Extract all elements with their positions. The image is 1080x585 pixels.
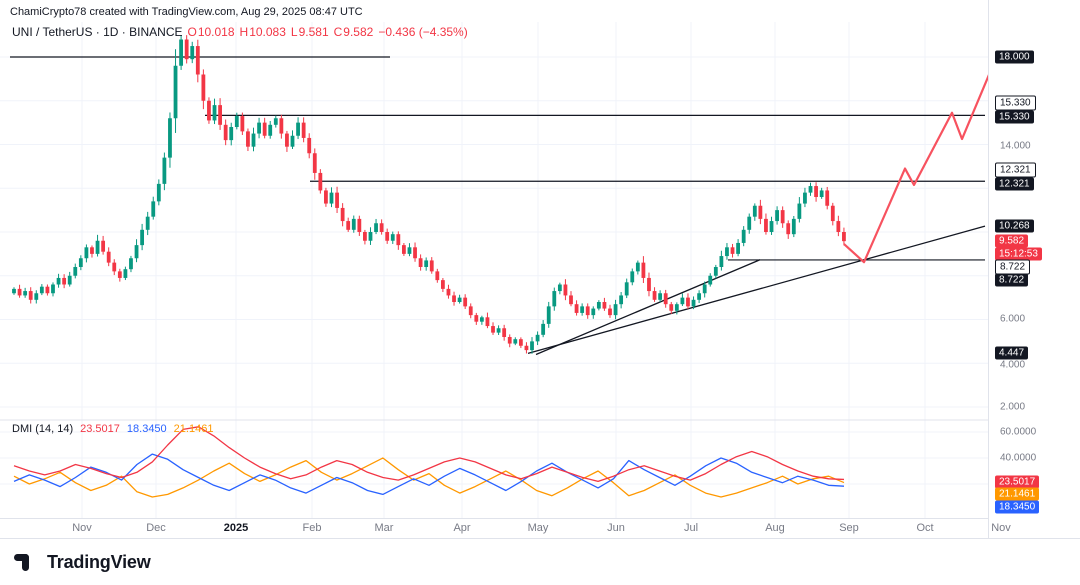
tradingview-logo-icon[interactable] <box>12 548 40 576</box>
chart-canvas[interactable] <box>0 0 1080 538</box>
ohlc-close-value: 9.582 <box>343 25 374 39</box>
axis-time-label: May <box>527 522 549 534</box>
axis-time-label: Aug <box>765 522 785 534</box>
axis-price-label: 8.722 <box>995 259 1031 275</box>
axis-time-label: Dec <box>146 522 166 534</box>
axis-price-label: 10.268 <box>995 219 1034 233</box>
price-axis[interactable]: 18.000 15.330 15.330 14.000 12.321 12.321 10.2… <box>988 0 1080 538</box>
axis-time-label: 2025 <box>223 522 249 534</box>
dmi-series <box>13 426 845 498</box>
axis-time-label: Nov <box>991 522 1011 534</box>
axis-price-label: 2.000 <box>1000 401 1026 413</box>
ohlc-high-label: H <box>239 25 249 39</box>
dmi-plus-di-line <box>13 453 845 496</box>
symbol-title: UNI / TetherUS · 1D · BINANCE <box>12 25 183 39</box>
attribution-text: ChamiCrypto78 created with TradingView.c… <box>10 6 363 18</box>
axis-price-label: 15.330 <box>995 95 1036 111</box>
dmi-adx-value: 23.5017 <box>80 423 120 435</box>
axis-price-label: 18.3450 <box>995 500 1040 514</box>
trend-line <box>527 225 986 355</box>
tradingview-brand-text[interactable]: TradingView <box>47 551 151 572</box>
ohlc-close-label: C <box>333 25 343 39</box>
dmi-adx-line <box>13 426 845 483</box>
axis-price-label: 15:12:53 <box>995 247 1042 261</box>
axis-price-label: 18.000 <box>995 50 1034 64</box>
axis-price-label: 14.000 <box>1000 140 1031 152</box>
dmi-indicator-legend[interactable]: DMI (14, 14) 23.5017 18.3450 21.1461 <box>12 423 213 435</box>
dmi-minus-di-line <box>13 457 845 498</box>
axis-price-label: 4.000 <box>1000 359 1026 371</box>
change-value: −0.436 (−4.35%) <box>378 25 468 39</box>
axis-price-label: 15.330 <box>995 110 1034 124</box>
axis-price-label: 12.321 <box>995 162 1036 178</box>
dmi-title: DMI (14, 14) <box>12 423 74 435</box>
axis-price-label: 8.722 <box>995 273 1029 287</box>
axis-price-label: 21.1461 <box>995 487 1040 501</box>
trend-line <box>535 259 761 356</box>
axis-time-label: Mar <box>374 522 394 534</box>
grid-layer <box>0 22 1080 518</box>
ohlc-low-value: 9.581 <box>298 25 329 39</box>
axis-time-label: Sep <box>839 522 859 534</box>
axis-time-label: Jun <box>607 522 625 534</box>
axis-price-label: 4.447 <box>995 346 1029 360</box>
time-axis[interactable]: Nov Dec 2025 Feb Mar Apr May Jun Jul Aug Sep Oct Nov <box>0 518 1011 539</box>
ohlc-low-label: L <box>290 25 298 39</box>
axis-time-label: Nov <box>72 522 92 534</box>
axis-price-label: 60.0000 <box>1000 426 1037 438</box>
axis-time-label: Feb <box>302 522 322 534</box>
candlestick-series <box>12 35 846 354</box>
axis-price-label: 23.5017 <box>995 475 1040 489</box>
axis-price-label: 12.321 <box>995 177 1034 191</box>
axis-price-label: 40.0000 <box>1000 452 1037 464</box>
ohlc-open-value: 10.018 <box>197 25 235 39</box>
ohlc-open-label: O <box>187 25 197 39</box>
footer-bar: TradingView <box>0 538 1080 585</box>
axis-time-label: Apr <box>453 522 471 534</box>
axis-price-label: 9.582 <box>995 234 1029 248</box>
drawings-layer[interactable] <box>10 56 986 356</box>
dmi-minus-di-value: 21.1461 <box>173 423 214 435</box>
axis-time-label: Oct <box>916 522 934 534</box>
axis-price-label: 6.000 <box>1000 313 1026 325</box>
ohlc-high-value: 10.083 <box>249 25 286 39</box>
dmi-plus-di-value: 18.3450 <box>126 423 167 435</box>
axis-time-label: Jul <box>683 522 699 534</box>
